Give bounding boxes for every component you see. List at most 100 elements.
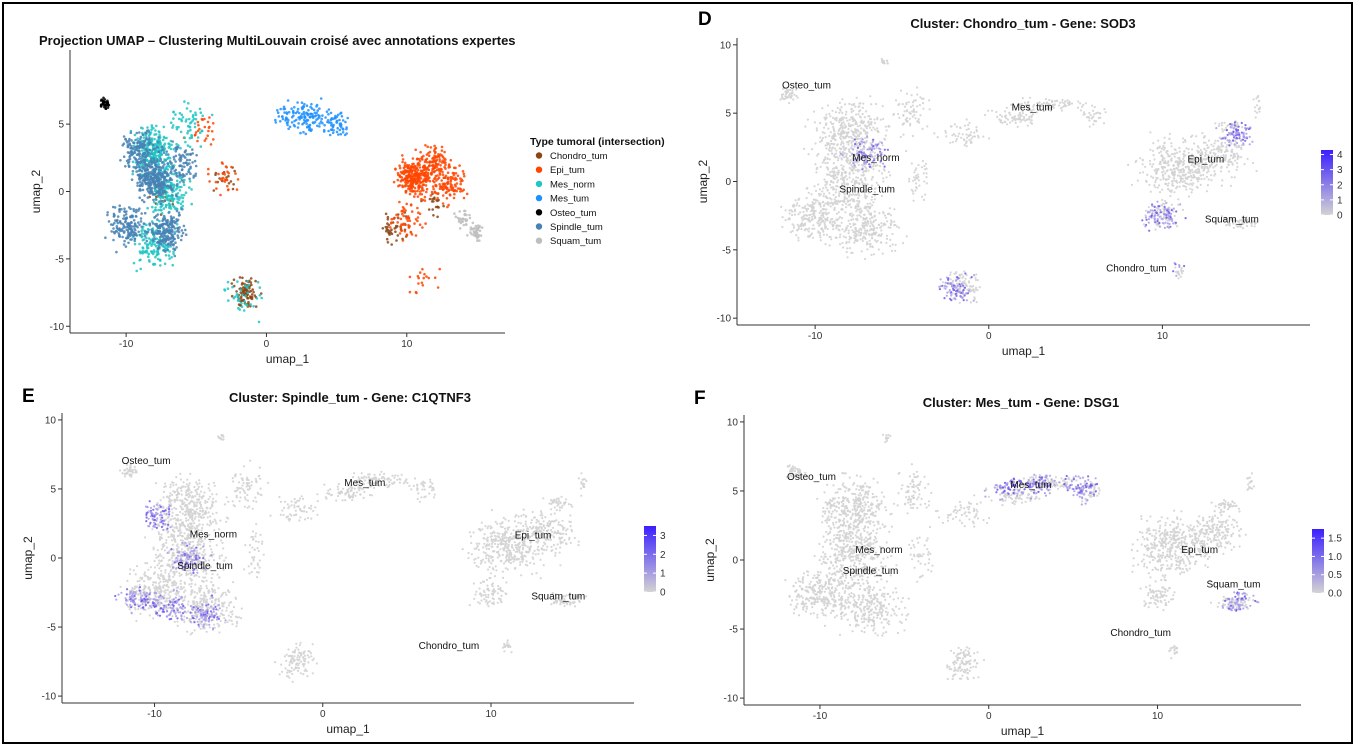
y-tick-label: 5 (725, 109, 731, 120)
point-spindle_tum (128, 234, 132, 237)
point-background (1087, 115, 1090, 118)
point-spindle_tum (145, 149, 149, 152)
point-background (1067, 104, 1070, 107)
point-mes_norm (144, 250, 148, 253)
point-spindle_tum (157, 183, 160, 187)
point-background (841, 127, 844, 130)
point-epi_tum (416, 206, 419, 210)
point-background (857, 197, 860, 200)
point-mes_norm (158, 219, 161, 223)
point-background (863, 232, 866, 235)
point-epi_tum (449, 178, 453, 181)
point-spindle_tum (184, 233, 188, 236)
point-background (911, 115, 914, 118)
point-mes_tum (276, 109, 279, 112)
point-spindle_tum (144, 131, 147, 134)
point-background (873, 215, 876, 218)
point-mes_tum (313, 111, 317, 115)
point-epi_tum (446, 205, 449, 209)
point-mes_tum (308, 115, 312, 119)
point-mes_norm (164, 254, 168, 257)
point-background (850, 146, 853, 149)
point-background (845, 197, 849, 200)
point-background (810, 219, 813, 222)
point-background (842, 156, 846, 159)
point-background (922, 107, 925, 110)
point-epi_tum (422, 189, 425, 192)
point-epi_tum (447, 189, 450, 193)
point-spindle_tum (130, 214, 134, 217)
point-mes_norm (239, 288, 242, 292)
point-background (861, 106, 864, 109)
point-spindle_tum (138, 189, 141, 192)
point-background (793, 208, 797, 211)
point-background (870, 129, 873, 132)
point-spindle_tum (112, 238, 115, 242)
point-background (845, 117, 848, 120)
point-background (820, 214, 823, 217)
point-mes_norm (231, 285, 234, 289)
point-background (784, 95, 787, 98)
legend-swatch (535, 194, 543, 202)
point-background (1158, 162, 1161, 166)
point-mes_norm (172, 117, 175, 120)
point-spindle_tum (157, 231, 160, 235)
point-mes_norm (210, 113, 214, 117)
point-background (863, 213, 866, 216)
point-background (864, 220, 867, 223)
point-background (967, 127, 970, 130)
point-mes_norm (141, 127, 144, 130)
point-background (828, 244, 831, 247)
point-mes_norm (160, 209, 163, 212)
point-epi_tum (230, 165, 233, 169)
point-background (1151, 149, 1155, 152)
point-background (1159, 160, 1162, 163)
point-spindle_tum (180, 234, 184, 238)
point-background (843, 195, 846, 198)
point-background (964, 277, 967, 280)
point-background (819, 236, 822, 239)
point-background (874, 128, 877, 131)
point-spindle_tum (122, 217, 125, 220)
point-background (1214, 139, 1217, 142)
point-spindle_tum (167, 153, 170, 156)
point-background (825, 233, 829, 236)
point-epi_tum (414, 173, 417, 177)
point-epi_tum (227, 188, 230, 191)
point-mes_tum (285, 112, 289, 115)
point-background (1200, 178, 1203, 181)
point-mes_norm (159, 264, 162, 267)
point-background (1178, 150, 1181, 153)
point-background (846, 178, 849, 181)
point-background (875, 102, 878, 106)
point-epi_tum (196, 129, 200, 133)
point-background (1127, 163, 1130, 166)
point-background (814, 216, 817, 220)
point-spindle_tum (187, 170, 191, 174)
point-background (1134, 160, 1137, 164)
point-background (838, 111, 841, 114)
point-squam_tum (453, 212, 456, 215)
point-spindle_tum (192, 174, 196, 178)
point-spindle_tum (136, 163, 139, 166)
point-mes_norm (184, 140, 187, 144)
point-epi_tum (442, 176, 446, 180)
y-tick-label: 5 (58, 120, 64, 131)
point-chondro_tum (394, 230, 397, 233)
point-spindle_tum (122, 226, 125, 229)
point-epi_tum (458, 164, 461, 167)
point-chondro_tum (249, 277, 253, 280)
point-spindle_tum (170, 240, 173, 243)
point-background (1155, 168, 1158, 171)
point-mes_norm (180, 118, 183, 121)
point-spindle_tum (139, 233, 142, 237)
point-background (858, 115, 862, 118)
point-spindle_tum (161, 240, 165, 244)
point-background (1151, 165, 1154, 168)
point-epi_tum (433, 144, 436, 148)
point-spindle_tum (175, 246, 178, 249)
point-epi_tum (401, 158, 405, 161)
point-spindle_tum (128, 157, 132, 161)
point-background (828, 134, 831, 138)
point-background (844, 103, 847, 106)
